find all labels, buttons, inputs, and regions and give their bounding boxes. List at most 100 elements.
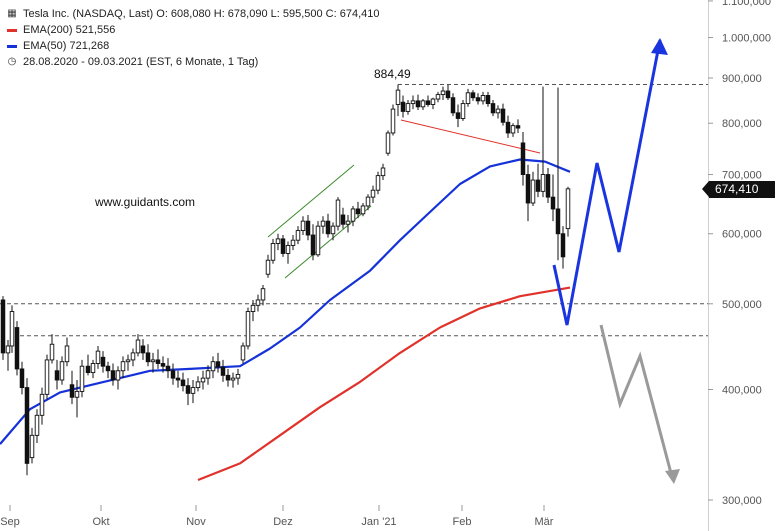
channel-lower-line	[284, 205, 372, 279]
projection-arrows	[552, 38, 680, 484]
candle-body	[220, 366, 226, 376]
candle-body	[59, 361, 65, 381]
candle-body	[445, 90, 451, 99]
projection-alt-path	[599, 324, 674, 478]
candle-body	[420, 100, 426, 108]
candle-body	[520, 142, 526, 175]
y-tick-label: 400,000	[722, 384, 762, 396]
candle-body	[200, 377, 206, 383]
candle-body	[305, 220, 311, 236]
candle-body	[485, 95, 491, 105]
candle-body	[14, 327, 20, 370]
chart-drawings	[267, 119, 541, 279]
x-tick-label: Nov	[186, 516, 206, 528]
y-tick-label: 700,000	[722, 170, 762, 182]
candlestick-icon: ▦	[7, 8, 17, 19]
ema50-label: EMA(50) 721,268	[23, 40, 110, 52]
y-tick-label: 1.100,000	[722, 0, 771, 8]
candle-body	[415, 100, 421, 108]
candle-body	[260, 288, 266, 301]
candle-body	[130, 352, 136, 361]
candle-body	[330, 225, 336, 235]
candle-body	[100, 356, 106, 367]
candle-body	[540, 174, 546, 192]
candle-body	[535, 179, 541, 192]
candle-body	[95, 350, 101, 364]
candle-body	[170, 370, 176, 379]
candle-body	[69, 384, 75, 398]
candle-body	[255, 299, 261, 306]
candle-body	[205, 370, 211, 379]
chart-legend: ▦ Tesla Inc. (NASDAQ, Last) O: 608,080 H…	[6, 6, 380, 70]
ema50-swatch	[7, 44, 17, 48]
candle-body	[480, 95, 486, 102]
candle-body	[85, 365, 91, 374]
candle-body	[280, 238, 286, 254]
candle-body	[105, 365, 111, 372]
candle-body	[470, 92, 476, 99]
candle-body	[79, 365, 85, 392]
candle-body	[530, 179, 536, 204]
candle-body	[440, 90, 446, 96]
clock-icon: ◷	[7, 56, 17, 67]
channel-upper-line	[267, 164, 355, 238]
y-axis: 300,000 400,000 500,000 600,000 700,000 800,0…	[708, 0, 771, 531]
candle-body	[430, 98, 436, 105]
resistance-trendline	[400, 119, 541, 154]
projection-alt-arrowhead	[665, 469, 680, 484]
candle-body	[195, 381, 201, 389]
candle-body	[74, 390, 80, 398]
legend-range-row: ◷ 28.08.2020 - 09.03.2021 (EST, 6 Monate…	[6, 54, 380, 70]
candle-body	[210, 361, 216, 372]
candle-body	[450, 97, 456, 114]
candle-body	[525, 174, 531, 204]
candle-body	[230, 377, 236, 381]
candle-body	[360, 205, 366, 215]
x-tick-label: Sep	[0, 516, 20, 528]
y-tick-label: 600,000	[722, 229, 762, 241]
projection-main-arrowhead	[651, 38, 668, 55]
candle-body	[165, 365, 171, 372]
legend-instrument-row: ▦ Tesla Inc. (NASDAQ, Last) O: 608,080 H…	[6, 6, 380, 22]
y-tick-label: 1.000,000	[722, 33, 771, 45]
candle-body	[495, 108, 501, 114]
candle-body	[115, 370, 121, 381]
ema200-path	[197, 286, 571, 482]
candle-body	[405, 103, 411, 112]
date-range: 28.08.2020 - 09.03.2021 (EST, 6 Monate, …	[23, 56, 259, 68]
candle-body	[320, 220, 326, 227]
candle-body	[315, 225, 321, 256]
candle-body	[250, 304, 256, 312]
candle-body	[435, 94, 441, 100]
candle-body	[460, 103, 466, 119]
candle-body	[0, 299, 6, 354]
candle-body	[275, 238, 281, 244]
instrument-info: Tesla Inc. (NASDAQ, Last) O: 608,080 H: …	[23, 8, 380, 20]
candle-body	[54, 370, 60, 381]
candle-body	[395, 89, 401, 105]
x-tick-label: Dez	[273, 516, 293, 528]
ema50-line	[0, 158, 571, 445]
candle-body	[505, 121, 511, 134]
x-tick-label: Okt	[92, 516, 109, 528]
candle-body	[135, 339, 141, 354]
candle-body	[265, 259, 271, 275]
ema200-line	[197, 286, 571, 482]
candle-body	[510, 125, 516, 134]
candle-body	[465, 92, 471, 105]
candle-body	[185, 385, 191, 394]
candle-body	[345, 220, 351, 225]
candle-body	[335, 199, 341, 227]
candle-body	[455, 112, 461, 119]
candle-body	[29, 434, 35, 459]
candle-body	[24, 387, 30, 464]
candle-body	[515, 125, 521, 129]
legend-ema50-row: EMA(50) 721,268	[6, 38, 380, 54]
x-axis: Sep Okt Nov Dez Jan '21 Feb Mär	[0, 505, 554, 528]
candle-body	[140, 345, 146, 354]
candle-body	[120, 361, 126, 372]
candle-body	[550, 196, 556, 210]
candle-body	[39, 393, 45, 416]
candle-body	[355, 208, 361, 215]
candle-body	[425, 100, 431, 105]
